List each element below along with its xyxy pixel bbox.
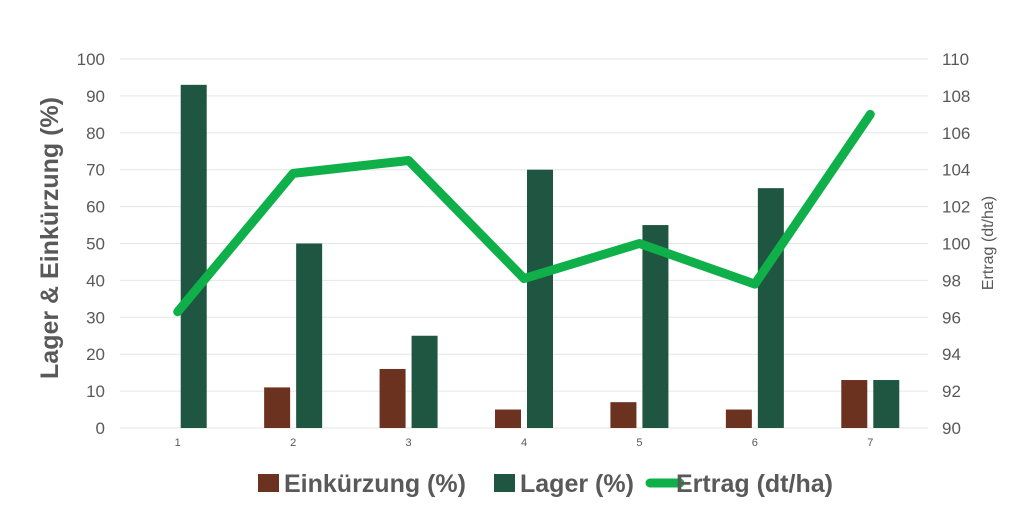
right-tick-label: 108	[942, 87, 970, 106]
legend-label-lager: Lager (%)	[520, 470, 634, 498]
left-tick-label: 40	[86, 271, 105, 290]
legend: Einkürzung (%) Lager (%) Ertrag (dt/ha)	[258, 470, 833, 498]
left-tick-label: 60	[86, 198, 105, 217]
left-axis-label: Lager & Einkürzung (%)	[36, 97, 64, 379]
bar-lager	[296, 243, 323, 428]
left-tick-label: 50	[86, 235, 105, 254]
right-axis-ticks: 90 92 94 96 98 100 102 104 106 108 110	[942, 50, 970, 438]
x-tick-label: 7	[867, 437, 873, 449]
bar-einkuerzung	[725, 409, 752, 428]
x-tick-label: 4	[521, 437, 527, 449]
x-tick-label: 6	[752, 437, 758, 449]
gridlines	[120, 58, 928, 429]
right-tick-label: 94	[942, 345, 961, 364]
x-tick-label: 2	[290, 437, 296, 449]
bar-einkuerzung	[610, 402, 637, 428]
left-axis-ticks: 0 10 20 30 40 50 60 70 80 90 100	[77, 50, 105, 438]
x-tick-label: 5	[636, 437, 642, 449]
bar-lager	[757, 188, 784, 428]
bar-einkuerzung	[379, 368, 406, 428]
left-tick-label: 100	[77, 50, 105, 69]
left-tick-label: 80	[86, 124, 105, 143]
x-tick-label: 1	[175, 437, 181, 449]
legend-swatch-lager	[494, 474, 515, 492]
bar-lager	[527, 169, 553, 428]
bar-lager	[411, 335, 438, 428]
right-tick-label: 96	[942, 308, 961, 327]
right-tick-label: 90	[942, 419, 961, 438]
right-tick-label: 98	[942, 271, 961, 290]
bar-lager	[873, 380, 900, 428]
left-tick-label: 0	[96, 419, 105, 438]
bar-einkuerzung	[841, 380, 868, 428]
bars	[180, 84, 900, 428]
right-tick-label: 106	[942, 124, 970, 143]
right-tick-label: 110	[942, 50, 969, 69]
right-tick-label: 104	[942, 161, 970, 180]
left-tick-label: 70	[86, 161, 105, 180]
bar-einkuerzung	[264, 387, 291, 428]
bar-lager	[642, 225, 669, 428]
right-tick-label: 92	[942, 382, 961, 401]
legend-label-ertrag: Ertrag (dt/ha)	[676, 470, 833, 498]
left-tick-label: 20	[86, 345, 105, 364]
left-tick-label: 90	[86, 87, 105, 106]
x-axis-ticks: 1 2 3 4 5 6 7	[175, 437, 874, 449]
left-tick-label: 10	[86, 382, 105, 401]
yield-line	[173, 109, 875, 317]
left-tick-label: 30	[86, 308, 105, 327]
legend-label-einkuerzung: Einkürzung (%)	[284, 470, 466, 498]
right-tick-label: 100	[942, 235, 970, 254]
right-axis-label: Ertrag (dt/ha)	[980, 196, 997, 290]
bar-einkuerzung	[495, 409, 521, 428]
bar-lager	[180, 84, 207, 428]
right-tick-label: 102	[942, 198, 970, 217]
legend-swatch-einkuerzung	[258, 474, 279, 492]
x-tick-label: 3	[406, 437, 412, 449]
